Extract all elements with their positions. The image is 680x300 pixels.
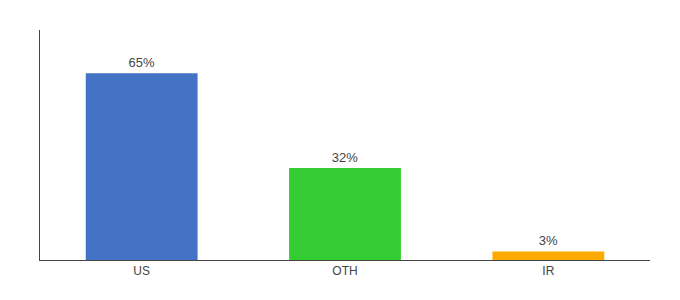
svg-text:US: US [133,264,150,278]
svg-text:65%: 65% [128,55,154,70]
svg-text:IR: IR [542,264,554,278]
svg-text:32%: 32% [332,150,358,165]
svg-text:3%: 3% [539,233,558,248]
svg-text:OTH: OTH [332,264,357,278]
